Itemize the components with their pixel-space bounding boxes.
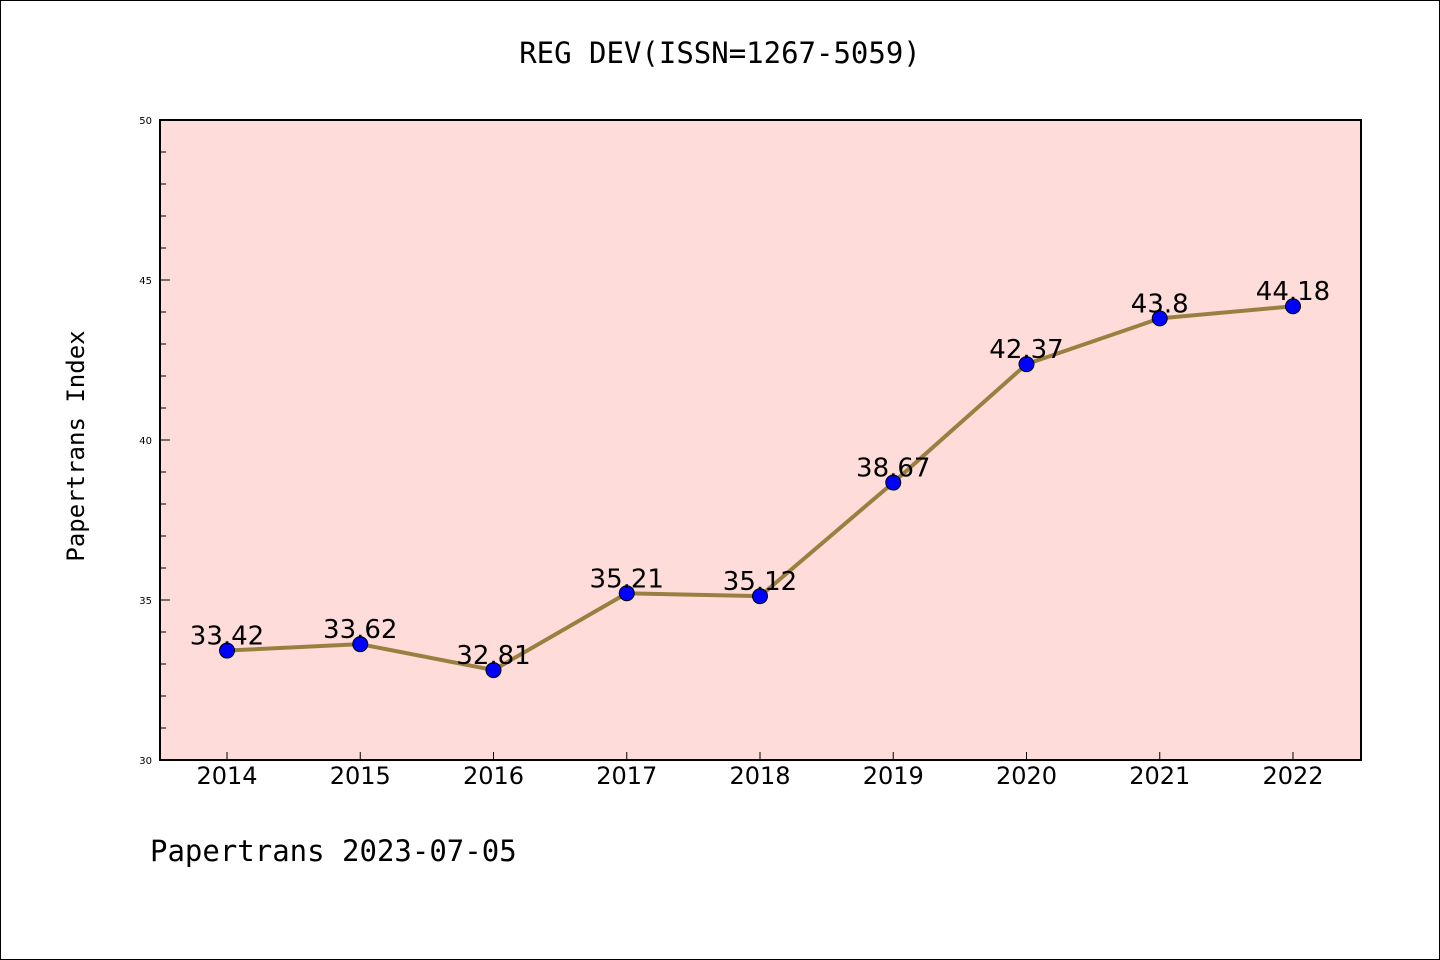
x-tick-label: 2014 <box>196 762 257 790</box>
data-point <box>1285 298 1301 315</box>
data-label: 35.21 <box>590 564 664 594</box>
y-tick-label: 35 <box>139 596 152 607</box>
footer-text: Papertrans 2023-07-05 <box>150 834 517 868</box>
y-axis-ticks: 30 35 40 45 50 <box>139 116 170 767</box>
data-point <box>352 636 369 653</box>
data-label: 42.37 <box>989 335 1063 365</box>
data-point <box>752 588 768 605</box>
data-point <box>219 642 235 659</box>
x-axis-ticks: 2014 2015 2016 2017 2018 2019 2020 2021 2022 <box>196 752 1324 790</box>
x-tick-label: 2015 <box>330 762 391 790</box>
data-point <box>1151 310 1168 327</box>
chart-title: REG DEV(ISSN=1267-5059) <box>519 36 921 70</box>
y-tick-label: 40 <box>139 436 152 447</box>
data-label: 33.42 <box>190 622 264 652</box>
data-label: 43.8 <box>1131 289 1189 319</box>
y-axis-label: Papertrans Index <box>62 330 90 561</box>
x-tick-label: 2020 <box>996 762 1057 790</box>
data-markers <box>219 298 1301 679</box>
data-point <box>485 662 502 679</box>
y-tick-label: 45 <box>139 276 152 287</box>
data-point <box>618 585 635 602</box>
x-tick-label: 2018 <box>729 762 790 790</box>
x-tick-label: 2021 <box>1129 762 1190 790</box>
data-label: 38.67 <box>856 454 930 484</box>
data-point <box>1018 356 1035 373</box>
data-label: 44.18 <box>1256 277 1330 307</box>
x-tick-label: 2016 <box>463 762 524 790</box>
y-tick-label: 30 <box>139 756 152 767</box>
plot-area <box>160 120 1361 760</box>
plot-border <box>159 119 1362 761</box>
x-tick-label: 2019 <box>863 762 924 790</box>
data-label: 32.81 <box>456 641 530 671</box>
data-label: 33.62 <box>323 615 397 645</box>
data-label: 35.12 <box>723 567 797 597</box>
data-labels: 33.42 33.62 32.81 35.21 35.12 38.67 42.37 43.8 4… <box>190 277 1330 671</box>
x-tick-label: 2022 <box>1262 762 1323 790</box>
data-point <box>885 474 902 491</box>
x-tick-label: 2017 <box>596 762 657 790</box>
y-tick-label: 50 <box>139 116 152 127</box>
